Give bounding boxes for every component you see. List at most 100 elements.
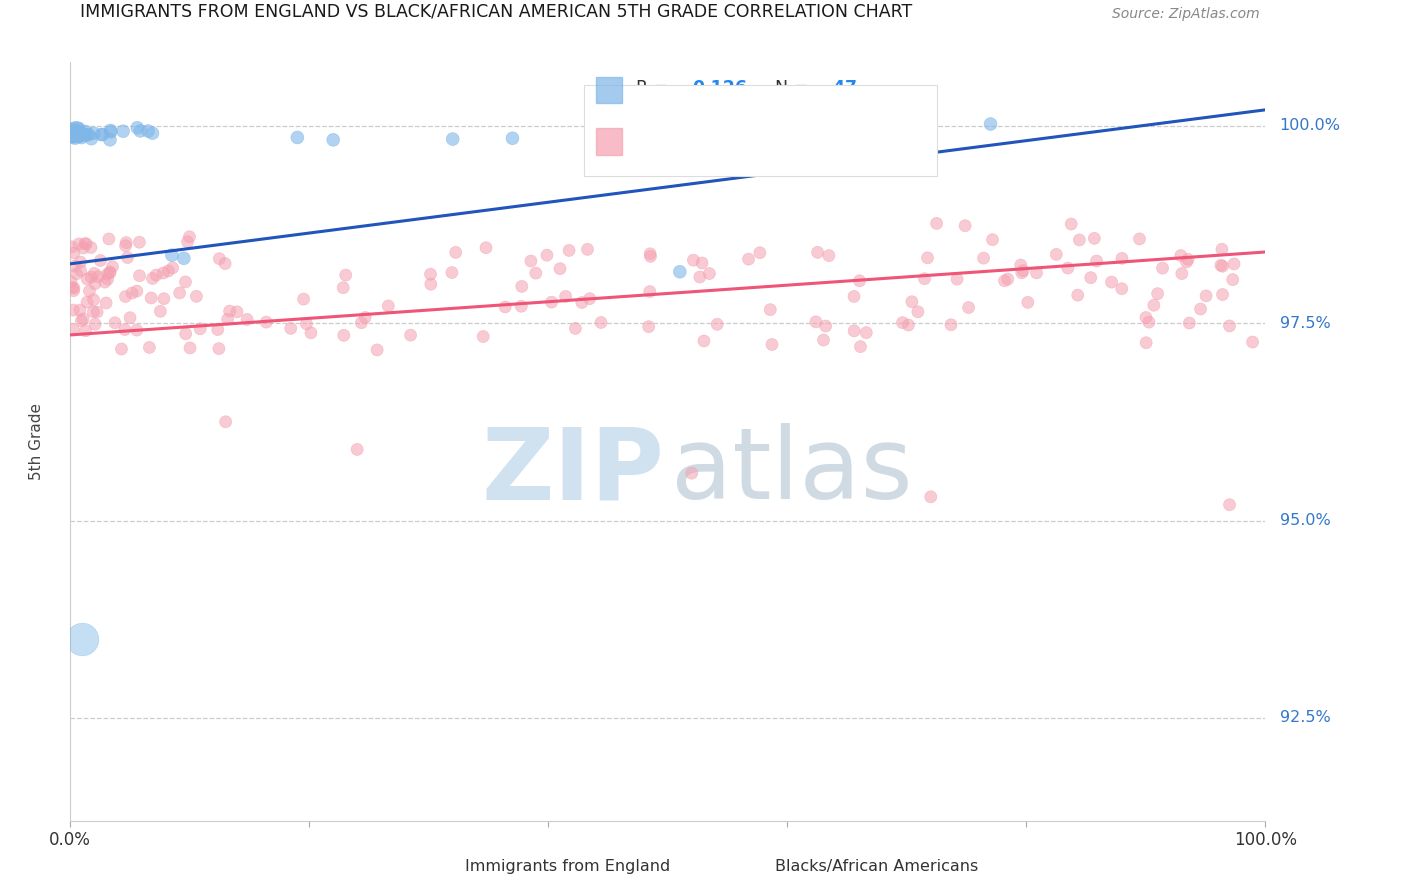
Point — [354, 310, 377, 325]
Point — [152, 266, 174, 280]
Point — [287, 130, 309, 145]
Point — [82, 305, 104, 319]
Point — [510, 279, 533, 293]
Point — [1209, 258, 1232, 272]
Text: 0.398: 0.398 — [692, 131, 747, 149]
Point — [138, 340, 160, 354]
Point — [510, 299, 533, 313]
Point — [925, 216, 948, 230]
Point — [97, 232, 120, 246]
FancyBboxPatch shape — [439, 860, 460, 874]
Point — [70, 314, 93, 328]
Point — [813, 333, 835, 347]
Point — [59, 126, 82, 140]
Point — [957, 301, 980, 315]
FancyBboxPatch shape — [596, 77, 623, 103]
Point — [1152, 261, 1174, 276]
Text: 95.0%: 95.0% — [1279, 513, 1330, 528]
Point — [472, 329, 495, 343]
Point — [849, 340, 872, 354]
Point — [100, 125, 122, 139]
Point — [208, 342, 231, 356]
Text: R =: R = — [636, 131, 673, 149]
Point — [145, 268, 167, 282]
Point — [848, 274, 870, 288]
Point — [128, 268, 150, 283]
Point — [901, 294, 924, 309]
Point — [160, 248, 183, 262]
Point — [77, 128, 100, 142]
Point — [91, 128, 114, 142]
Point — [637, 319, 659, 334]
Point — [179, 341, 201, 355]
Point — [80, 241, 103, 255]
Point — [62, 284, 84, 298]
Point — [72, 311, 94, 326]
Point — [1135, 310, 1157, 325]
Point — [939, 318, 962, 332]
Point — [100, 123, 122, 137]
Point — [689, 270, 711, 285]
Point — [1017, 295, 1039, 310]
Point — [69, 255, 91, 269]
Point — [207, 322, 229, 336]
Point — [149, 304, 172, 318]
Point — [536, 248, 558, 262]
Point — [63, 281, 86, 295]
Point — [1241, 334, 1264, 349]
Point — [1137, 315, 1160, 329]
Point — [65, 122, 87, 136]
Point — [94, 296, 117, 310]
Point — [280, 321, 302, 335]
Text: N =: N = — [776, 131, 814, 149]
Point — [117, 251, 139, 265]
Point — [80, 270, 103, 285]
Text: 92.5%: 92.5% — [1279, 710, 1330, 725]
Point — [1171, 267, 1194, 281]
Point — [98, 265, 121, 279]
Point — [79, 284, 101, 298]
Point — [993, 274, 1015, 288]
Point — [98, 133, 121, 147]
Point — [907, 305, 929, 319]
Point — [335, 268, 357, 282]
Point — [350, 316, 373, 330]
Point — [917, 251, 939, 265]
Point — [94, 275, 117, 289]
Point — [217, 312, 239, 326]
Point — [136, 124, 159, 138]
Text: ZIP: ZIP — [481, 424, 664, 520]
Point — [419, 277, 441, 292]
Point — [524, 266, 547, 280]
Point — [129, 124, 152, 138]
Point — [1218, 498, 1241, 512]
Point — [693, 334, 716, 348]
Text: 199: 199 — [827, 131, 863, 149]
Point — [1211, 242, 1233, 256]
Point — [706, 318, 728, 332]
Point — [70, 127, 93, 141]
Text: 100.0%: 100.0% — [1279, 118, 1341, 133]
Point — [62, 127, 84, 141]
Point — [564, 321, 586, 335]
Point — [1111, 282, 1133, 296]
Point — [218, 304, 240, 318]
Point — [67, 121, 90, 136]
Point — [897, 318, 920, 332]
Point — [69, 128, 91, 143]
Point — [101, 260, 124, 274]
Point — [125, 323, 148, 337]
Point — [494, 300, 516, 314]
Point — [366, 343, 388, 357]
Point — [295, 317, 318, 331]
Point — [855, 326, 877, 340]
Point — [128, 235, 150, 250]
Point — [1212, 259, 1234, 273]
Point — [571, 295, 593, 310]
Point — [173, 252, 195, 266]
Point — [1175, 255, 1198, 269]
Point — [333, 328, 356, 343]
Point — [86, 305, 108, 319]
FancyBboxPatch shape — [596, 128, 623, 155]
Point — [62, 128, 84, 143]
